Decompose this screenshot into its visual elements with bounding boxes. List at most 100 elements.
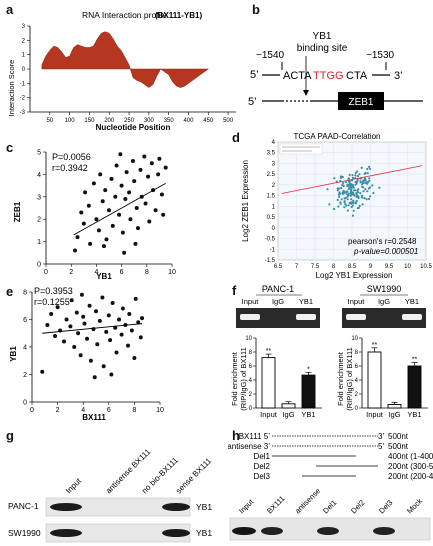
panel-a-ytick-label: -3 [20, 110, 26, 116]
panel-c-point [98, 172, 103, 177]
panel-f-bar [407, 365, 422, 409]
panel-f-ytick-label: 8 [249, 350, 253, 356]
panel-c-ytick-label: 5 [37, 150, 41, 157]
panel-d-point [328, 203, 331, 206]
panel-h-band-input [232, 527, 256, 535]
panel-d-ytick-label: -1.5 [265, 258, 276, 264]
panel-f-right-ylabel-2: (RIP/IgG) of BX111 [345, 347, 354, 411]
panel-d-ytick-label: 0 [272, 226, 276, 232]
panel-d-xtick-label: 10 [404, 264, 411, 270]
panel-c-point [120, 230, 125, 235]
panel-d-point [341, 175, 344, 179]
panel-c-point [146, 174, 151, 179]
panel-h-construct-name: Del2 [254, 462, 271, 471]
panel-g-lane-label: sense BX111 [174, 456, 214, 496]
panel-c-chart: P=0.0056 r=0.3942 ZEB1 0 2 4 6 8 10 0 1 2 3 4 5 YB1 [13, 150, 176, 281]
panel-d-point [333, 207, 336, 211]
panel-a-xtick-label: 300 [144, 118, 155, 124]
panel-c-point [157, 156, 162, 161]
panel-h-diagram: BX111 5’ 3’ 500nt antisense 3’ 5’ 500nt Del1 40… [228, 432, 433, 541]
panel-d-point [343, 190, 346, 194]
panel-c-point [149, 161, 154, 166]
panel-d-point [364, 179, 367, 182]
panel-e-point [53, 334, 58, 338]
panel-a-ylabel: Interaction Score [7, 60, 16, 117]
panel-c-point [143, 201, 148, 206]
binding-label-2: binding site [297, 43, 348, 54]
panel-c-ylabel: ZEB1 [13, 201, 22, 222]
panel-f-bar [387, 404, 402, 409]
panel-d-point [364, 188, 367, 191]
panel-g-lane-label: Input [64, 476, 83, 495]
panel-d-point [347, 204, 350, 207]
panel-h-lane-label: Input [237, 497, 256, 516]
panel-e-ytick-label: 0 [23, 400, 27, 407]
panel-c-point [103, 188, 108, 193]
gene-five-prime: 5’ [248, 96, 257, 108]
right-position: −1530 [366, 50, 395, 61]
panel-e-point [69, 298, 74, 303]
panel-c-point [134, 206, 139, 210]
panel-d-point [369, 167, 372, 170]
panel-g-band-sense-2 [162, 529, 190, 537]
panel-c-point [153, 208, 158, 213]
panel-f-gel-lane-label: YB1 [405, 297, 419, 306]
panel-c-ytick-label: 0 [37, 262, 41, 269]
panel-d-xtick-label: 10.5 [420, 264, 432, 270]
panel-a-xtick-label: 400 [183, 118, 194, 124]
panel-h-construct-size: 500nt [388, 442, 409, 451]
panel-c-point [135, 226, 140, 231]
panel-d-point [372, 191, 375, 195]
panel-d-point [354, 189, 357, 192]
panel-f-left-ylabel-1: Fold enrichment [230, 351, 239, 406]
panel-label-b: b [252, 2, 260, 17]
panel-e-point [114, 350, 119, 355]
panel-e-point [92, 375, 97, 380]
panel-e-point [129, 328, 134, 333]
panel-d-point [352, 209, 355, 212]
panel-d-point [358, 204, 361, 207]
panel-d-ytick-label: -0.5 [265, 237, 276, 243]
panel-d-point [350, 192, 353, 196]
zeb1-box [338, 92, 384, 110]
panel-d-point [363, 172, 366, 175]
panel-d-point [362, 190, 365, 193]
panel-h-lane-label: antisense [293, 486, 322, 515]
panel-f-gel-band [346, 314, 366, 320]
panel-e-point [78, 353, 83, 358]
panel-f-ytick-label: 8 [355, 350, 359, 356]
panel-h-construct-size: 200nt (300-500) [388, 462, 433, 471]
panel-d-ytick-label: 3 [272, 161, 276, 167]
panel-d-point [346, 209, 349, 212]
panel-f-bar-label: YB1 [301, 410, 315, 419]
panel-f-significance: ** [266, 348, 272, 355]
panel-a-xtick-label: 350 [164, 118, 175, 124]
panel-c-point [96, 228, 101, 233]
panel-e-point [119, 332, 124, 337]
panel-c-point [132, 179, 137, 184]
panel-d-point [341, 191, 344, 194]
panel-e-point [136, 320, 141, 325]
panel-d-point [347, 183, 350, 186]
panel-h-lane-label: Del1 [321, 498, 338, 515]
panel-f-right-title: SW1990 [367, 284, 402, 294]
panel-f-bar-label: IgG [388, 410, 400, 419]
panel-h-construct-size: 500nt [388, 432, 409, 441]
panel-e-point [76, 331, 81, 336]
panel-h-construct-name: BX111 5’ [239, 432, 271, 441]
panel-d-point [353, 194, 356, 197]
panel-h-lane-label: Mock [405, 496, 424, 515]
panel-a-chart: RNA Interaction profile (BX111-YB1) Inte… [7, 10, 236, 132]
panel-d-point [345, 204, 348, 207]
panel-d-pvalue: p-value=0.000501 [353, 247, 418, 256]
panel-d-point [340, 198, 343, 201]
panel-d-point [363, 197, 366, 200]
panel-c-point [147, 219, 152, 224]
panel-e-xtick-label: 6 [107, 407, 111, 414]
panel-f-right-ylabel-1: Fold enrichment [336, 351, 345, 406]
panel-d-point [356, 191, 360, 194]
panel-a-xtick-label: 500 [223, 118, 234, 124]
panel-f-bar [281, 403, 296, 409]
panel-e-point [126, 343, 130, 348]
